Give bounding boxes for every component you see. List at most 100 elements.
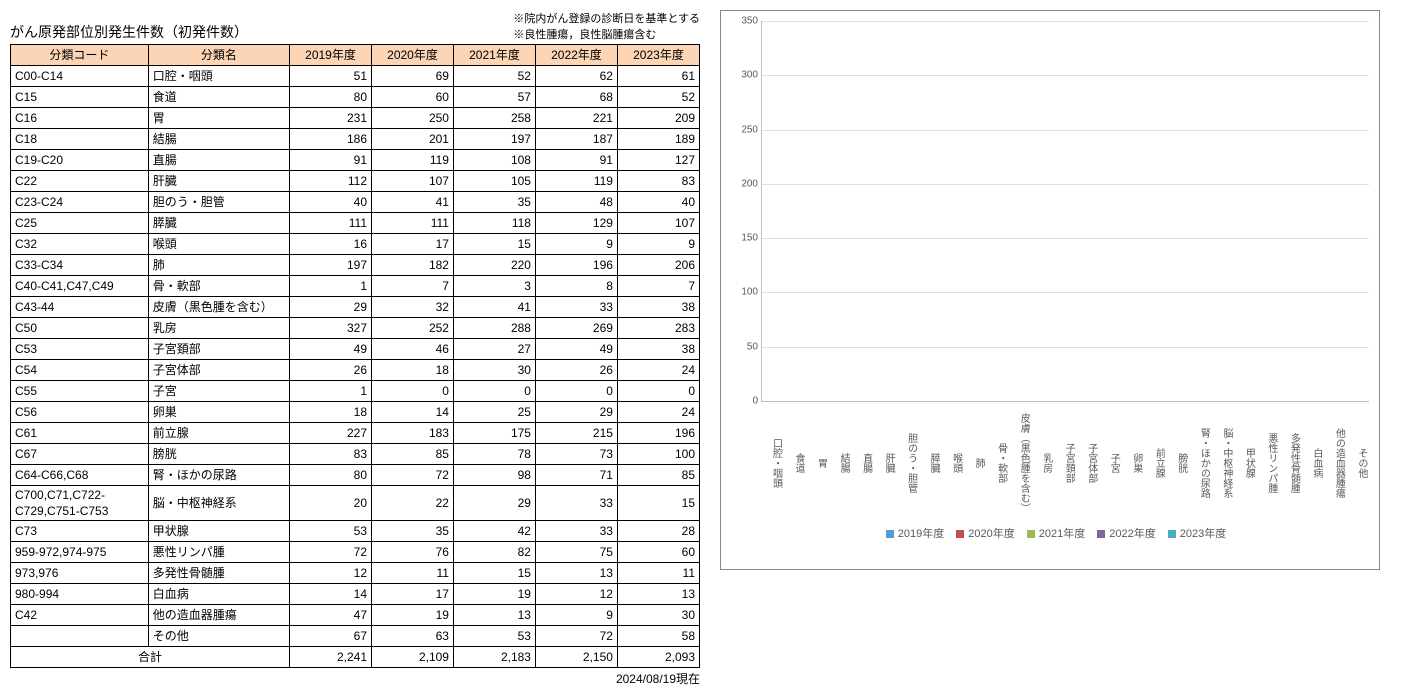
col-name: 分類名 — [148, 45, 289, 66]
cell-name: 胆のう・胆管 — [148, 192, 289, 213]
legend-swatch — [886, 530, 894, 538]
cell-value: 75 — [535, 542, 617, 563]
x-label: 食道 — [784, 402, 807, 520]
cell-code: C32 — [11, 234, 149, 255]
cell-value: 35 — [453, 192, 535, 213]
x-label: 脳・中枢神経系 — [1211, 402, 1234, 520]
table-row: C00-C14口腔・咽頭5169526261 — [11, 66, 700, 87]
x-label: 乳房 — [1031, 402, 1054, 520]
cell-value: 91 — [535, 150, 617, 171]
table-row: C42他の造血器腫瘍471913930 — [11, 605, 700, 626]
chart-legend: 2019年度2020年度2021年度2022年度2023年度 — [731, 525, 1369, 541]
cell-value: 83 — [617, 171, 699, 192]
cell-value: 112 — [290, 171, 372, 192]
cell-value: 283 — [617, 318, 699, 339]
cell-value: 0 — [372, 381, 454, 402]
cell-value: 33 — [535, 521, 617, 542]
cell-value: 61 — [617, 66, 699, 87]
cell-value: 80 — [290, 465, 372, 486]
x-label: 卵巣 — [1121, 402, 1144, 520]
cell-code: C43-44 — [11, 297, 149, 318]
cell-value: 49 — [535, 339, 617, 360]
cell-name: 脳・中枢神経系 — [148, 486, 289, 521]
x-label: 子宮体部 — [1076, 402, 1099, 520]
cell-name: 白血病 — [148, 584, 289, 605]
legend-label: 2022年度 — [1109, 528, 1155, 540]
cancer-table: 分類コード 分類名 2019年度 2020年度 2021年度 2022年度 20… — [10, 44, 700, 668]
cell-code: C18 — [11, 129, 149, 150]
cell-value: 38 — [617, 297, 699, 318]
cell-value: 52 — [617, 87, 699, 108]
cell-value: 17 — [372, 584, 454, 605]
cell-value: 118 — [453, 213, 535, 234]
cell-value: 24 — [617, 402, 699, 423]
cell-value: 182 — [372, 255, 454, 276]
table-row: C22肝臓11210710511983 — [11, 171, 700, 192]
table-row: C50乳房327252288269283 — [11, 318, 700, 339]
cell-value: 258 — [453, 108, 535, 129]
cell-name: 喉頭 — [148, 234, 289, 255]
cell-value: 57 — [453, 87, 535, 108]
cell-name: 悪性リンパ腫 — [148, 542, 289, 563]
cell-value: 12 — [290, 563, 372, 584]
cell-value: 67 — [290, 626, 372, 647]
cell-value: 98 — [453, 465, 535, 486]
col-2019: 2019年度 — [290, 45, 372, 66]
legend-label: 2021年度 — [1039, 528, 1085, 540]
cell-value: 220 — [453, 255, 535, 276]
cell-value: 0 — [453, 381, 535, 402]
cell-value: 196 — [617, 423, 699, 444]
cell-value: 53 — [453, 626, 535, 647]
cell-name: 胃 — [148, 108, 289, 129]
cell-value: 13 — [617, 584, 699, 605]
y-tick: 250 — [732, 124, 758, 135]
cell-value: 197 — [453, 129, 535, 150]
cell-code: C53 — [11, 339, 149, 360]
table-row: その他6763537258 — [11, 626, 700, 647]
cell-value: 20 — [290, 486, 372, 521]
cell-value: 52 — [453, 66, 535, 87]
cell-value: 215 — [535, 423, 617, 444]
cell-name: 直腸 — [148, 150, 289, 171]
table-row: C18結腸186201197187189 — [11, 129, 700, 150]
cell-value: 221 — [535, 108, 617, 129]
cell-value: 13 — [453, 605, 535, 626]
cell-value: 26 — [535, 360, 617, 381]
cell-value: 15 — [453, 563, 535, 584]
cell-code: C54 — [11, 360, 149, 381]
x-label: 胃 — [806, 402, 829, 520]
cell-name: 前立腺 — [148, 423, 289, 444]
cell-value: 73 — [535, 444, 617, 465]
cell-value: 76 — [372, 542, 454, 563]
x-label: その他 — [1346, 402, 1369, 520]
cell-code: C55 — [11, 381, 149, 402]
cell-value: 40 — [617, 192, 699, 213]
cell-value: 108 — [453, 150, 535, 171]
cell-name: 多発性骨髄腫 — [148, 563, 289, 584]
x-label: 子宮頚部 — [1054, 402, 1077, 520]
cell-value: 105 — [453, 171, 535, 192]
cell-value: 9 — [617, 234, 699, 255]
cell-value: 206 — [617, 255, 699, 276]
y-tick: 300 — [732, 70, 758, 81]
cell-code: C73 — [11, 521, 149, 542]
cell-value: 33 — [535, 297, 617, 318]
y-tick: 0 — [732, 396, 758, 407]
cell-name: 子宮頚部 — [148, 339, 289, 360]
table-row: C43-44皮膚（黒色腫を含む）2932413338 — [11, 297, 700, 318]
cell-code: C19-C20 — [11, 150, 149, 171]
cell-value: 7 — [372, 276, 454, 297]
y-tick: 50 — [732, 341, 758, 352]
cell-code: C50 — [11, 318, 149, 339]
cell-value: 60 — [617, 542, 699, 563]
table-row: C19-C20直腸9111910891127 — [11, 150, 700, 171]
cell-value: 111 — [372, 213, 454, 234]
cell-value: 127 — [617, 150, 699, 171]
cell-value: 269 — [535, 318, 617, 339]
cell-value: 183 — [372, 423, 454, 444]
cell-code: 959-972,974-975 — [11, 542, 149, 563]
cell-value: 27 — [453, 339, 535, 360]
note-1: ※院内がん登録の診断日を基準とする — [513, 10, 700, 26]
cell-value: 60 — [372, 87, 454, 108]
cell-value: 227 — [290, 423, 372, 444]
